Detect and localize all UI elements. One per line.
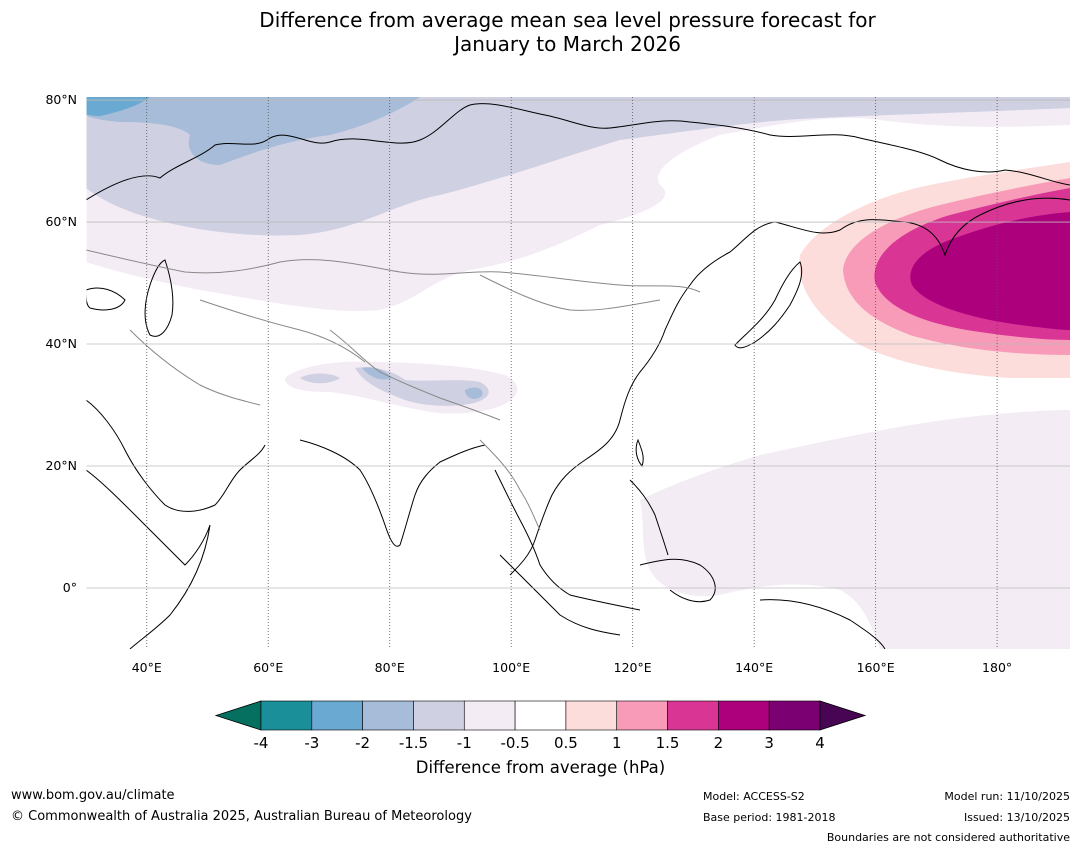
colorbar-segment [260,700,313,731]
lon-label: 100°E [492,660,530,675]
anomaly-north-blue [86,97,420,165]
colorbar-tick-label: 3 [764,734,774,752]
lat-label: 40°N [45,336,77,351]
lat-label: 0° [63,580,77,595]
lat-label: 80°N [45,92,77,107]
colorbar-extend-high [819,700,867,731]
border-iran [129,329,261,406]
map-area [86,97,1070,649]
coast-india [299,439,486,547]
chart-title: Difference from average mean sea level p… [0,8,1081,56]
coastlines [86,103,1070,649]
lon-label: 140°E [735,660,773,675]
website-link[interactable]: www.bom.gov.au/climate [11,788,175,803]
colorbar-tick-label: -3 [304,734,319,752]
model-text: Model: ACCESS-S2 [703,790,805,803]
border-indochina [479,439,541,531]
longitude-labels: 40°E 60°E 80°E 100°E 120°E 140°E 160°E 180° [132,660,1012,675]
copyright-text: © Commonwealth of Australia 2025, Austra… [11,809,472,824]
lon-label: 60°E [253,660,283,675]
colorbar-tick-label: -2 [355,734,370,752]
colorbar-segment [514,700,567,731]
colorbar-segment [362,700,414,731]
colorbar-tick-label: -1 [457,734,472,752]
colorbar-segment [768,700,821,731]
coast-pacific [509,197,1070,576]
lon-label: 180° [982,660,1012,675]
lon-label: 160°E [857,660,895,675]
model-run-text: Model run: 11/10/2025 [944,790,1070,803]
anomaly-tibet-blue [362,367,483,399]
border-central-asia [199,299,366,363]
colorbar-segment [616,700,668,731]
lon-label: 40°E [132,660,162,675]
colorbar-tick-label: 4 [815,734,825,752]
grid-parallels [86,99,1070,589]
coast-philippines [629,479,669,556]
colorbar-tick-label: 0.5 [554,734,578,752]
coast-japan [734,261,803,349]
latitude-labels: 80°N 60°N 40°N 20°N 0° [45,92,77,595]
lat-label: 20°N [45,458,77,473]
coast-indonesia [499,554,886,649]
colorbar-segment [413,700,465,731]
lon-label: 80°E [375,660,405,675]
anomaly-pacific-high-2 [910,212,1070,330]
coast-caspian [144,259,174,337]
colorbar-segment [311,700,363,731]
coast-africa [86,469,211,649]
colorbar-segment [667,700,719,731]
grid-meridians [146,97,998,649]
lon-label: 120°E [614,660,652,675]
base-period-text: Base period: 1981-2018 [703,811,836,824]
disclaimer-text: Boundaries are not considered authoritat… [826,831,1070,844]
colorbar-tick-label: -1.5 [399,734,428,752]
border-russia-south [86,249,701,293]
border-china-west [329,329,501,421]
colorbar-tick-label: 1 [612,734,622,752]
colorbar-tick-label: 2 [714,734,724,752]
colorbar-segment [565,700,618,731]
colorbar-extend-low [214,700,262,731]
colorbar-segment [463,700,516,731]
title-line-2: January to March 2026 [454,32,681,56]
anomaly-north-teal [86,97,150,116]
anomaly-shading [86,97,1070,649]
issued-text: Issued: 13/10/2025 [963,811,1070,824]
country-borders [86,249,701,531]
colorbar-tick-label: 1.5 [656,734,680,752]
coast-arabia [86,399,266,512]
anomaly-pacific-light [640,410,1070,649]
colorbar-segment [718,700,770,731]
anomaly-tibet-lavender [300,367,489,406]
title-line-1: Difference from average mean sea level p… [259,8,876,32]
colorbar-label: Difference from average (hPa) [415,758,666,777]
lat-label: 60°N [45,214,77,229]
colorbar-tick-label: -0.5 [500,734,529,752]
colorbar-tick-label: -4 [254,734,269,752]
coast-arctic [86,103,1070,201]
colorbar: -4 -3 -2 -1.5 -1 -0.5 0.5 1 1.5 2 3 4 [214,700,867,752]
coast-southeast-asia [494,469,641,611]
